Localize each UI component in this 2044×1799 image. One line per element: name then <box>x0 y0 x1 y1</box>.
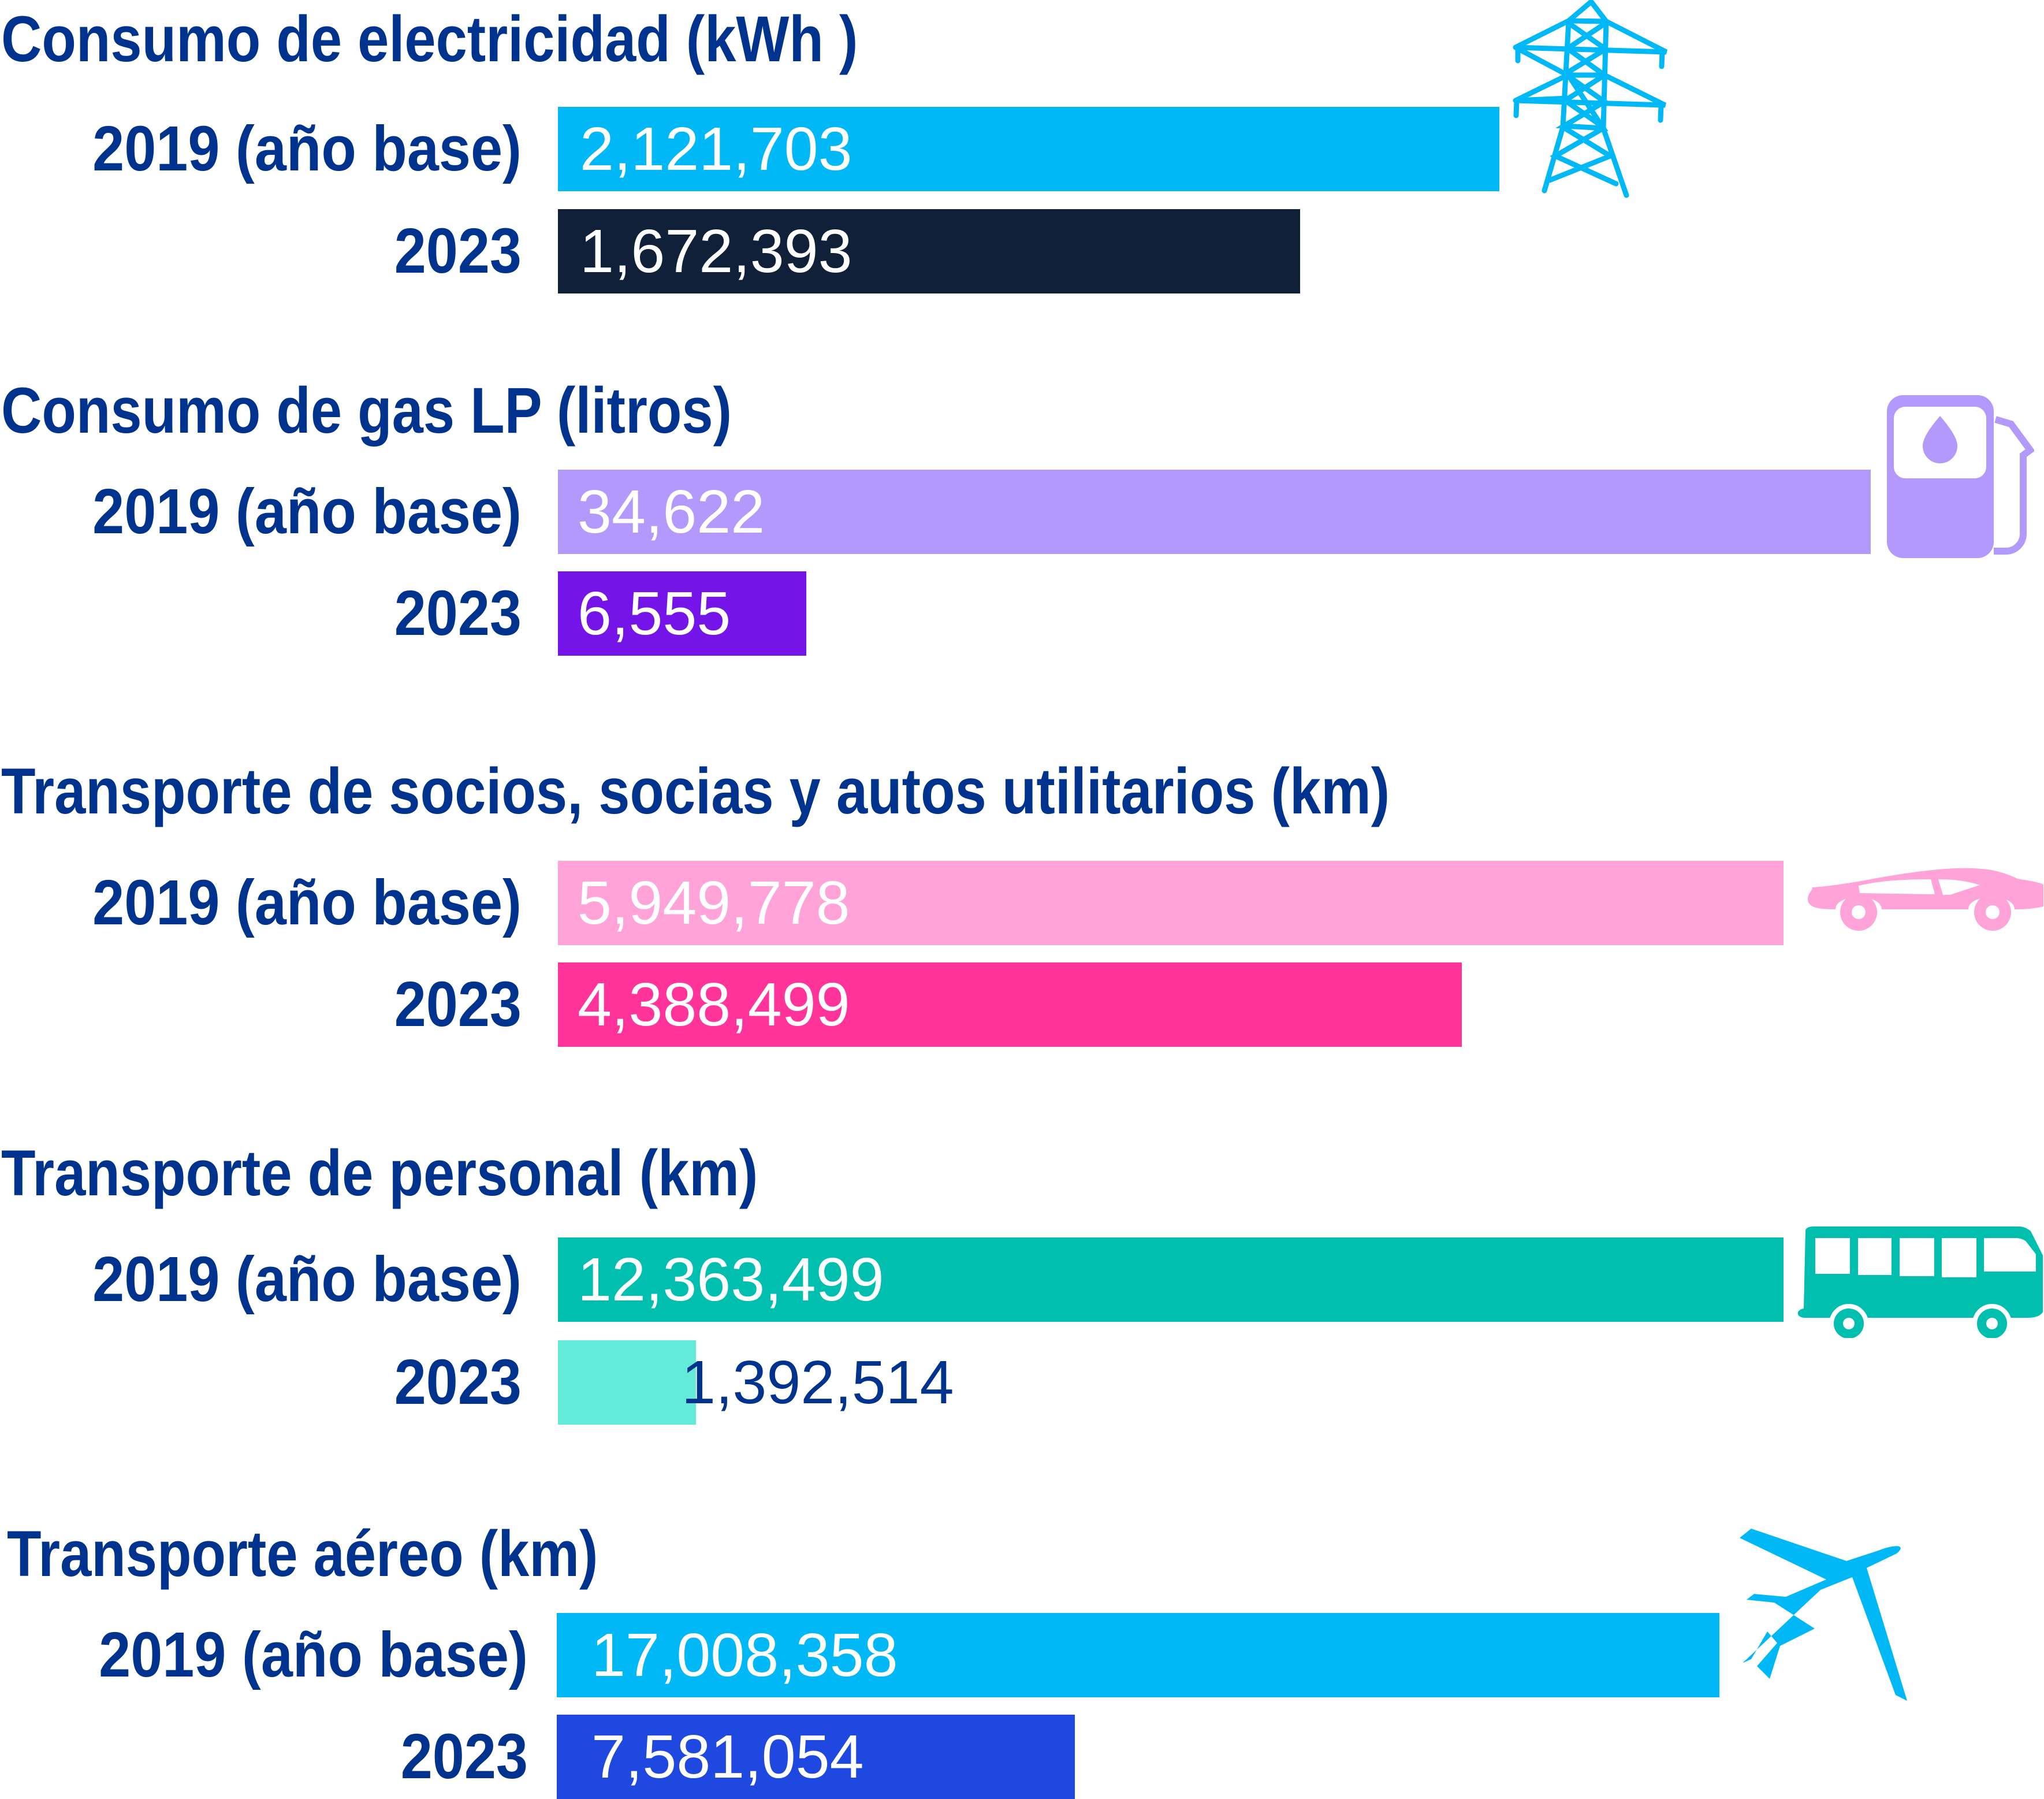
year-label: 2023 <box>394 578 522 649</box>
bar-gas-2023 <box>558 571 806 656</box>
value-label: 17,008,358 <box>591 1621 898 1689</box>
bar-car-2023 <box>558 962 1462 1047</box>
group-title-car-transport: Transporte de socios, socias y autos uti… <box>1 755 1390 827</box>
year-label: 2023 <box>394 1347 522 1418</box>
year-label: 2019 (año base) <box>92 476 522 547</box>
group-title-air-transport: Transporte aéreo (km) <box>7 1518 598 1590</box>
bar-gas-2019 <box>558 470 1871 554</box>
value-label: 12,363,499 <box>578 1246 884 1314</box>
year-label: 2019 (año base) <box>92 1244 522 1315</box>
bar-air-2023 <box>557 1715 1075 1799</box>
value-label: 7,581,054 <box>591 1723 864 1791</box>
year-label: 2023 <box>394 215 522 287</box>
year-label: 2019 (año base) <box>99 1619 528 1690</box>
value-label: 1,672,393 <box>580 217 852 285</box>
year-label: 2023 <box>400 1721 528 1792</box>
year-label: 2019 (año base) <box>92 867 522 938</box>
bar-electricity-2019 <box>558 107 1499 191</box>
value-label: 1,392,514 <box>682 1348 954 1417</box>
gas-pump-icon <box>1887 395 2034 558</box>
value-label: 6,555 <box>578 579 731 648</box>
airplane-icon <box>1740 1529 1907 1701</box>
year-label: 2019 (año base) <box>92 113 522 184</box>
value-label: 5,949,778 <box>578 869 850 937</box>
bar-electricity-2023 <box>558 209 1300 293</box>
group-title-gas: Consumo de gas LP (litros) <box>1 374 732 447</box>
group-title-electricity: Consumo de electricidad (kWh ) <box>1 3 858 75</box>
value-label: 4,388,499 <box>578 971 850 1039</box>
year-label: 2023 <box>394 969 522 1040</box>
bus-icon <box>1797 1226 2043 1338</box>
bar-air-2019 <box>557 1613 1719 1697</box>
value-label: 2,121,703 <box>580 115 852 183</box>
power-tower-icon <box>1513 0 1668 198</box>
car-icon <box>1808 868 2043 931</box>
bar-staff-2019 <box>558 1237 1784 1322</box>
bar-staff-2023 <box>558 1340 696 1425</box>
bar-car-2019 <box>558 861 1784 945</box>
group-title-staff-transport: Transporte de personal (km) <box>1 1137 758 1209</box>
value-label: 34,622 <box>578 478 765 546</box>
